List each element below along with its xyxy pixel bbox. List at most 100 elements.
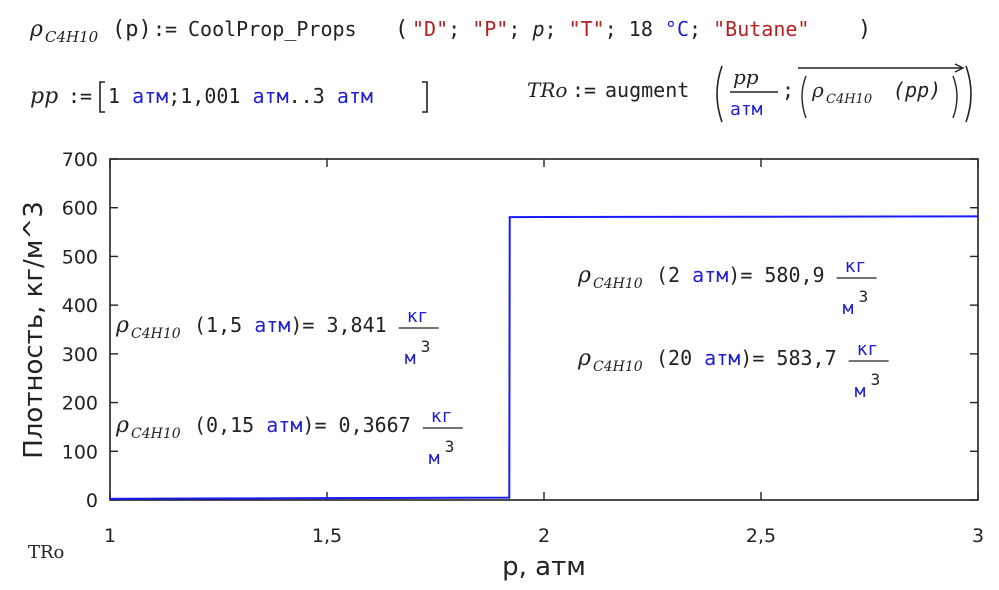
- equation-token: ;: [689, 17, 713, 41]
- evaluation-annotation[interactable]: ρ C4H10 (1,5 атм)= 3,841 кг м3: [115, 306, 439, 369]
- equation-token: атм: [253, 84, 289, 108]
- left-bracket: [99, 81, 105, 113]
- x-tick-label: 2: [538, 525, 550, 547]
- equation-token: 18: [629, 17, 665, 41]
- x-axis-label: p, атм: [502, 552, 586, 582]
- inner-close-paren: [952, 75, 958, 119]
- x-tick-label: 1: [104, 525, 116, 547]
- equation-token: "P": [472, 17, 508, 41]
- assign-operator: :=: [153, 17, 177, 41]
- y-tick-label: 200: [62, 393, 98, 415]
- unit-exponent: 3: [445, 437, 455, 456]
- equation-token: ;: [544, 17, 568, 41]
- equation-token: 1,001: [180, 84, 252, 108]
- close-paren: ): [858, 17, 871, 42]
- pp-range-equation[interactable]: pp := 1 атм;1,001 атм..3 атм: [30, 81, 428, 113]
- equation-token: ;: [168, 84, 180, 108]
- density-chart: 0 100 200 300 400 500 600 700 1 1,5 2 2,5 3 Плотнос…: [19, 149, 984, 582]
- evaluation-expression: (0,15 атм)= 0,3667: [194, 413, 411, 437]
- rho-definition-equation[interactable]: ρ C4H10 (p) := CoolProp_Props ( "D"; "P"…: [29, 17, 871, 46]
- separator: ;: [782, 78, 794, 102]
- assign-operator: :=: [572, 78, 596, 102]
- evaluation-expression: (1,5 атм)= 3,841: [194, 313, 387, 337]
- unit-exponent: 3: [871, 370, 881, 389]
- rho-symbol: ρ: [115, 413, 129, 438]
- rho-argument: (p): [112, 17, 152, 42]
- y-tick-label: 300: [62, 344, 98, 366]
- unit-numerator: кг: [407, 306, 429, 327]
- evaluation-annotation[interactable]: ρ C4H10 (2 атм)= 580,9 кг м3: [577, 256, 877, 319]
- rho-subscript: C4H10: [593, 359, 643, 375]
- equation-token: ;: [448, 17, 472, 41]
- unit-exponent: 3: [421, 337, 431, 356]
- x-axis: 1 1,5 2 2,5 3: [104, 159, 984, 547]
- evaluation-annotation[interactable]: ρ C4H10 (0,15 атм)= 0,3667 кг м3: [115, 406, 463, 469]
- y-tick-label: 500: [62, 246, 98, 268]
- inner-open-paren: [801, 75, 807, 119]
- evaluation-annotation[interactable]: ρ C4H10 (20 атм)= 583,7 кг м3: [577, 339, 889, 402]
- rho-subscript: C4H10: [131, 426, 181, 442]
- equation-token: "Butane": [713, 17, 809, 41]
- pp-variable: pp: [30, 84, 58, 109]
- rho-subscript: C4H10: [593, 276, 643, 292]
- unit-denominator: м: [855, 381, 866, 402]
- equation-token: атм: [337, 84, 373, 108]
- unit-denominator: м: [843, 298, 854, 319]
- y-tick-label: 400: [62, 295, 98, 317]
- rho-subscript: C4H10: [45, 28, 99, 46]
- equation-token: p: [531, 17, 544, 41]
- x-tick-label: 1,5: [312, 525, 342, 547]
- equation-token: ..: [289, 84, 313, 108]
- unit-denominator: м: [405, 348, 416, 369]
- function-name: CoolProp_Props: [188, 17, 357, 41]
- equation-token: 1: [108, 84, 132, 108]
- evaluation-expression: (20 атм)= 583,7: [656, 346, 837, 370]
- trace-name-label[interactable]: TRo: [28, 542, 64, 563]
- unit-denominator: м: [429, 448, 440, 469]
- evaluation-expression: (2 атм)= 580,9: [656, 263, 825, 287]
- equation-token: "T": [569, 17, 605, 41]
- rho-subscript: C4H10: [826, 92, 872, 107]
- unit-numerator: кг: [431, 406, 453, 427]
- y-tick-label: 600: [62, 198, 98, 220]
- unit-exponent: 3: [859, 287, 869, 306]
- unit-numerator: кг: [845, 256, 867, 277]
- open-paren: [716, 65, 723, 123]
- rho-symbol: ρ: [577, 346, 591, 371]
- equation-token: атм: [132, 84, 168, 108]
- y-tick-label: 700: [62, 149, 98, 171]
- rho-symbol: ρ: [29, 17, 43, 42]
- rho-subscript: C4H10: [131, 326, 181, 342]
- rho-symbol: ρ: [811, 78, 824, 102]
- y-tick-label: 0: [86, 490, 98, 512]
- open-paren: (: [395, 17, 408, 42]
- density-series-line: [109, 215, 979, 500]
- tro-variable: TRo: [527, 78, 567, 102]
- fraction-denominator: атм: [730, 99, 763, 120]
- range-values: 1 атм;1,001 атм..3 атм: [108, 84, 373, 108]
- close-paren: [965, 65, 972, 123]
- x-tick-label: 2,5: [746, 525, 776, 547]
- unit-numerator: кг: [857, 339, 879, 360]
- y-axis-label: Плотность, кг/м^3: [19, 201, 49, 459]
- equation-token: °C: [665, 17, 689, 41]
- equation-token: ;: [605, 17, 629, 41]
- assign-operator: :=: [68, 84, 92, 108]
- y-axis: 0 100 200 300 400 500 600 700: [62, 149, 978, 512]
- equation-token: 3: [313, 84, 337, 108]
- vectorize-arrow-icon: [954, 63, 965, 73]
- rho-symbol: ρ: [115, 313, 129, 338]
- x-tick-label: 3: [972, 525, 984, 547]
- fraction-numerator: pp: [733, 65, 759, 89]
- equation-token: "D": [412, 17, 448, 41]
- function-arguments: "D"; "P"; p; "T"; 18 °C; "Butane": [412, 17, 809, 41]
- tro-augment-equation[interactable]: TRo := augment pp атм ; ρ C4H10 (pp): [527, 63, 972, 123]
- equation-token: ;: [508, 17, 532, 41]
- right-bracket: [422, 81, 428, 113]
- rho-symbol: ρ: [577, 263, 591, 288]
- rho-argument: (pp): [893, 78, 941, 102]
- augment-function: augment: [605, 78, 689, 102]
- y-tick-label: 100: [62, 441, 98, 463]
